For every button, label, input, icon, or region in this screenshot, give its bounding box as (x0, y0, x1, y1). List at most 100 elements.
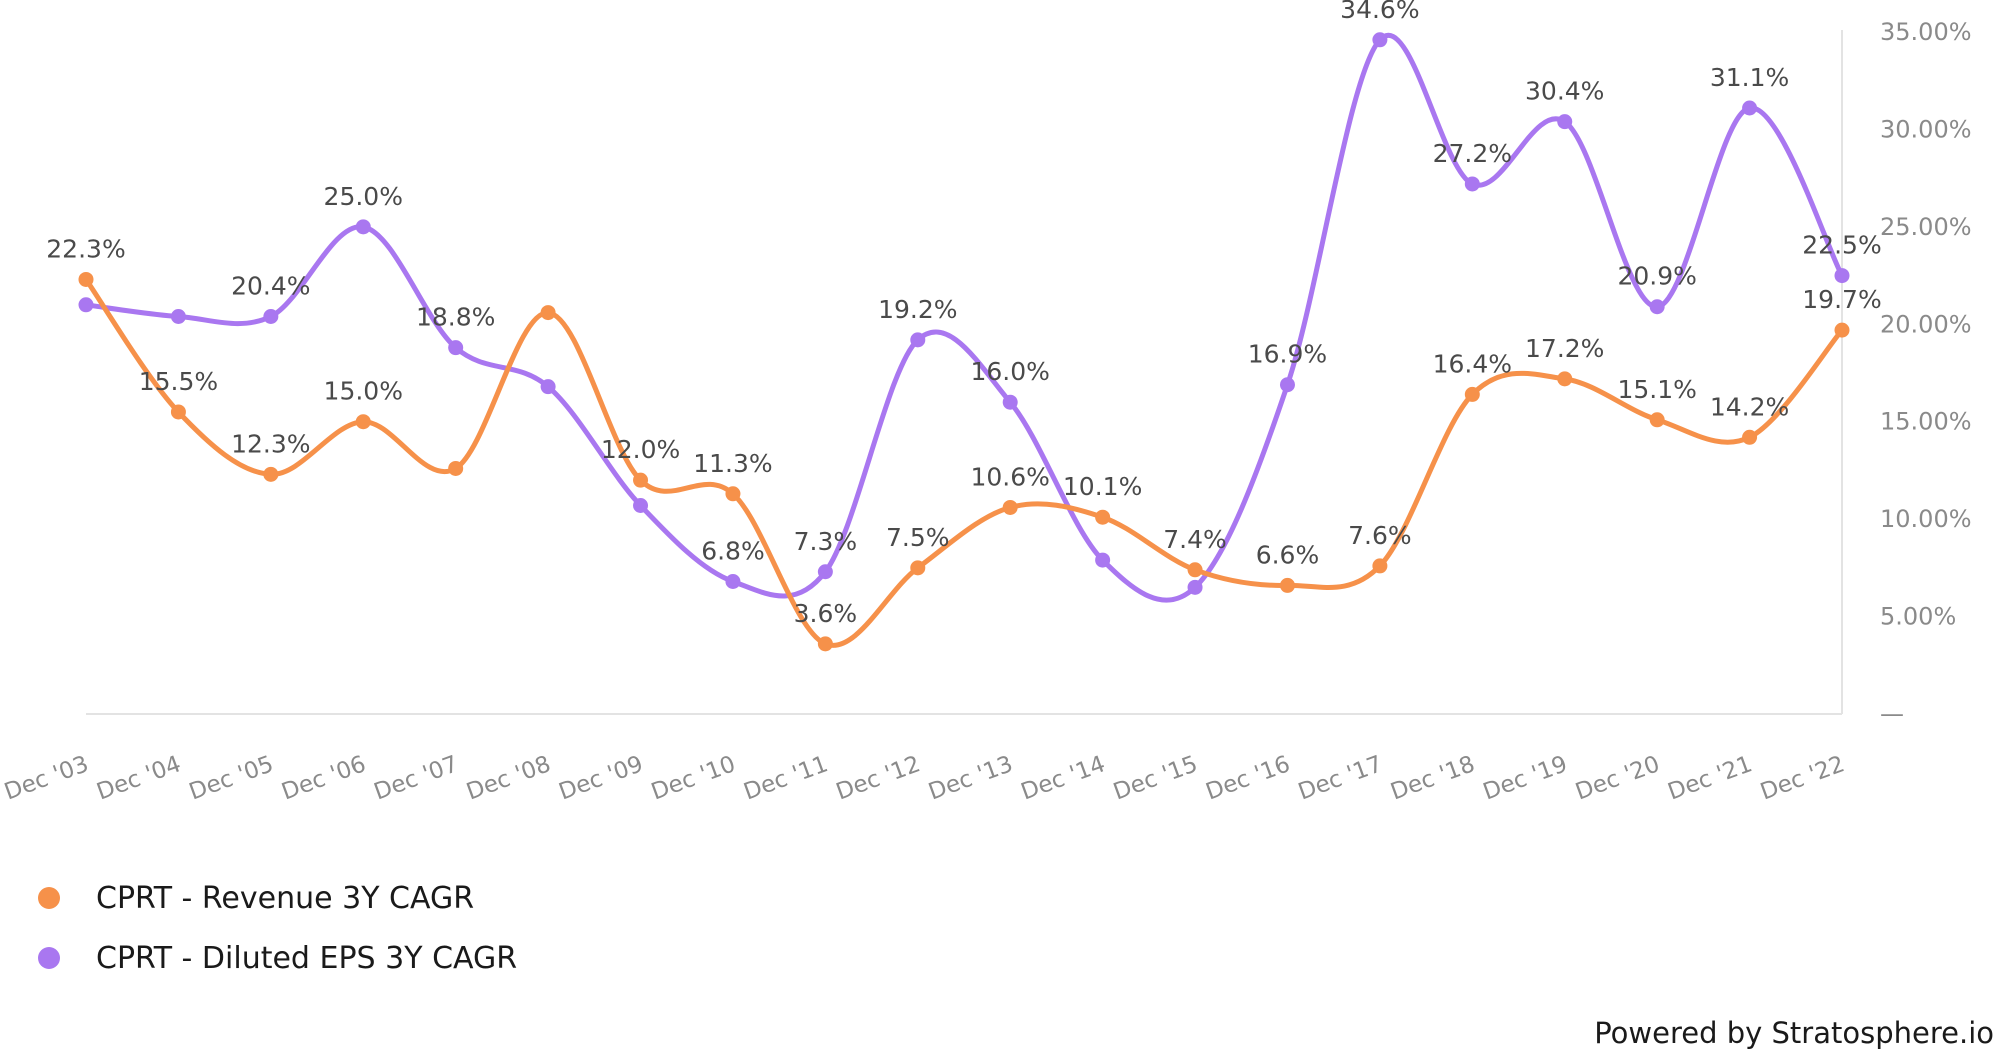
y-tick-label: 10.00% (1880, 505, 1972, 533)
data-point-eps (910, 332, 926, 348)
data-point-eps (355, 219, 371, 235)
data-label-eps: 22.5% (1802, 231, 1881, 260)
data-point-eps (1279, 377, 1295, 393)
x-tick-label: Dec '13 (925, 751, 1016, 805)
data-label-revenue: 17.2% (1525, 334, 1604, 363)
data-point-revenue (1002, 499, 1018, 515)
data-point-eps (1742, 100, 1758, 116)
data-label-revenue: 15.1% (1617, 375, 1696, 404)
legend-dot-eps (38, 947, 60, 969)
x-tick-label: Dec '10 (648, 751, 739, 805)
x-tick-label: Dec '03 (1, 751, 92, 805)
data-label-revenue: 10.6% (970, 462, 1049, 491)
legend-dot-revenue (38, 887, 60, 909)
y-tick-label: 35.00% (1880, 18, 1972, 46)
data-point-revenue (263, 466, 279, 482)
data-label-eps: 27.2% (1433, 139, 1512, 168)
y-tick-label: 5.00% (1880, 603, 1956, 631)
data-point-revenue (448, 460, 464, 476)
data-point-eps (1557, 114, 1573, 130)
data-label-revenue: 11.3% (693, 449, 772, 478)
data-label-revenue: 15.0% (324, 377, 403, 406)
data-label-eps: 20.4% (231, 271, 310, 300)
x-tick-label: Dec '07 (371, 751, 462, 805)
data-point-revenue (1372, 558, 1388, 574)
data-label-revenue: 16.4% (1433, 349, 1512, 378)
data-label-eps: 31.1% (1710, 63, 1789, 92)
x-tick-label: Dec '19 (1480, 751, 1571, 805)
data-point-eps (817, 564, 833, 580)
data-point-revenue (540, 305, 556, 321)
data-label-revenue: 14.2% (1710, 392, 1789, 421)
line-chart: 35.00% 30.00% 25.00% 20.00% 15.00% 10.00% 5.00… (1, 0, 1972, 806)
data-point-revenue (1464, 386, 1480, 402)
x-tick-label: Dec '21 (1665, 751, 1756, 805)
data-point-eps (448, 340, 464, 356)
x-tick-label: Dec '22 (1757, 751, 1848, 805)
data-label-revenue: 15.5% (139, 367, 218, 396)
data-point-eps (78, 297, 94, 313)
x-tick-label: Dec '15 (1110, 751, 1201, 805)
data-label-revenue: 19.7% (1802, 285, 1881, 314)
data-point-eps (1002, 394, 1018, 410)
x-tick-label: Dec '18 (1387, 751, 1478, 805)
data-label-revenue: 10.1% (1063, 472, 1142, 501)
data-label-eps: 7.3% (794, 527, 858, 556)
data-label-revenue: 12.0% (601, 435, 680, 464)
x-tick-label: Dec '04 (93, 751, 184, 805)
data-label-eps: 30.4% (1525, 77, 1604, 106)
data-label-eps: 20.9% (1617, 262, 1696, 291)
data-label-revenue: 7.6% (1348, 521, 1412, 550)
data-label-eps: 16.0% (970, 357, 1049, 386)
data-label-revenue: 7.4% (1163, 525, 1227, 554)
x-tick-label: Dec '17 (1295, 751, 1386, 805)
data-point-revenue (1834, 322, 1850, 338)
x-tick-label: Dec '20 (1572, 751, 1663, 805)
data-point-revenue (817, 636, 833, 652)
data-point-revenue (910, 560, 926, 576)
data-label-eps: 19.2% (878, 295, 957, 324)
y-tick-label: 30.00% (1880, 115, 1972, 143)
x-tick-label: Dec '16 (1202, 751, 1293, 805)
y-tick-label: 15.00% (1880, 408, 1972, 436)
data-point-revenue (355, 414, 371, 430)
data-point-revenue (1557, 371, 1573, 387)
x-tick-label: Dec '05 (186, 751, 277, 805)
data-label-eps: 6.8% (701, 536, 765, 565)
data-point-eps (1834, 268, 1850, 284)
data-label-eps: 34.6% (1340, 0, 1419, 24)
data-point-revenue (1279, 577, 1295, 593)
x-tick-label: Dec '08 (463, 751, 554, 805)
data-point-eps (725, 573, 741, 589)
data-point-eps (1372, 32, 1388, 48)
data-point-revenue (1187, 562, 1203, 578)
data-point-eps (1649, 299, 1665, 315)
data-label-eps: 16.9% (1248, 340, 1327, 369)
data-label-revenue: 6.6% (1256, 540, 1320, 569)
data-point-revenue (170, 404, 186, 420)
data-label-eps: 18.8% (416, 303, 495, 332)
legend: CPRT - Revenue 3Y CAGR CPRT - Diluted EP… (38, 868, 517, 988)
data-point-eps (263, 308, 279, 324)
data-point-eps (1464, 176, 1480, 192)
x-tick-label: Dec '14 (1018, 751, 1109, 805)
data-point-eps (540, 379, 556, 395)
data-point-revenue (633, 472, 649, 488)
y-tick-label: — (1880, 700, 1904, 728)
data-point-revenue (1649, 412, 1665, 428)
credit-text[interactable]: Powered by Stratosphere.io (1594, 1016, 1994, 1050)
x-tick-label: Dec '09 (556, 751, 647, 805)
legend-label-revenue: CPRT - Revenue 3Y CAGR (96, 880, 475, 916)
x-tick-label: Dec '12 (833, 751, 924, 805)
series-line-eps (83, 33, 1845, 603)
y-tick-label: 25.00% (1880, 213, 1972, 241)
data-point-revenue (725, 486, 741, 502)
legend-item-eps[interactable]: CPRT - Diluted EPS 3Y CAGR (38, 928, 517, 988)
legend-label-eps: CPRT - Diluted EPS 3Y CAGR (96, 940, 518, 976)
data-label-revenue: 12.3% (231, 429, 310, 458)
data-label-revenue: 22.3% (46, 234, 125, 263)
legend-item-revenue[interactable]: CPRT - Revenue 3Y CAGR (38, 868, 517, 928)
data-point-eps (1187, 579, 1203, 595)
y-tick-label: 20.00% (1880, 310, 1972, 338)
x-tick-label: Dec '06 (278, 751, 369, 805)
